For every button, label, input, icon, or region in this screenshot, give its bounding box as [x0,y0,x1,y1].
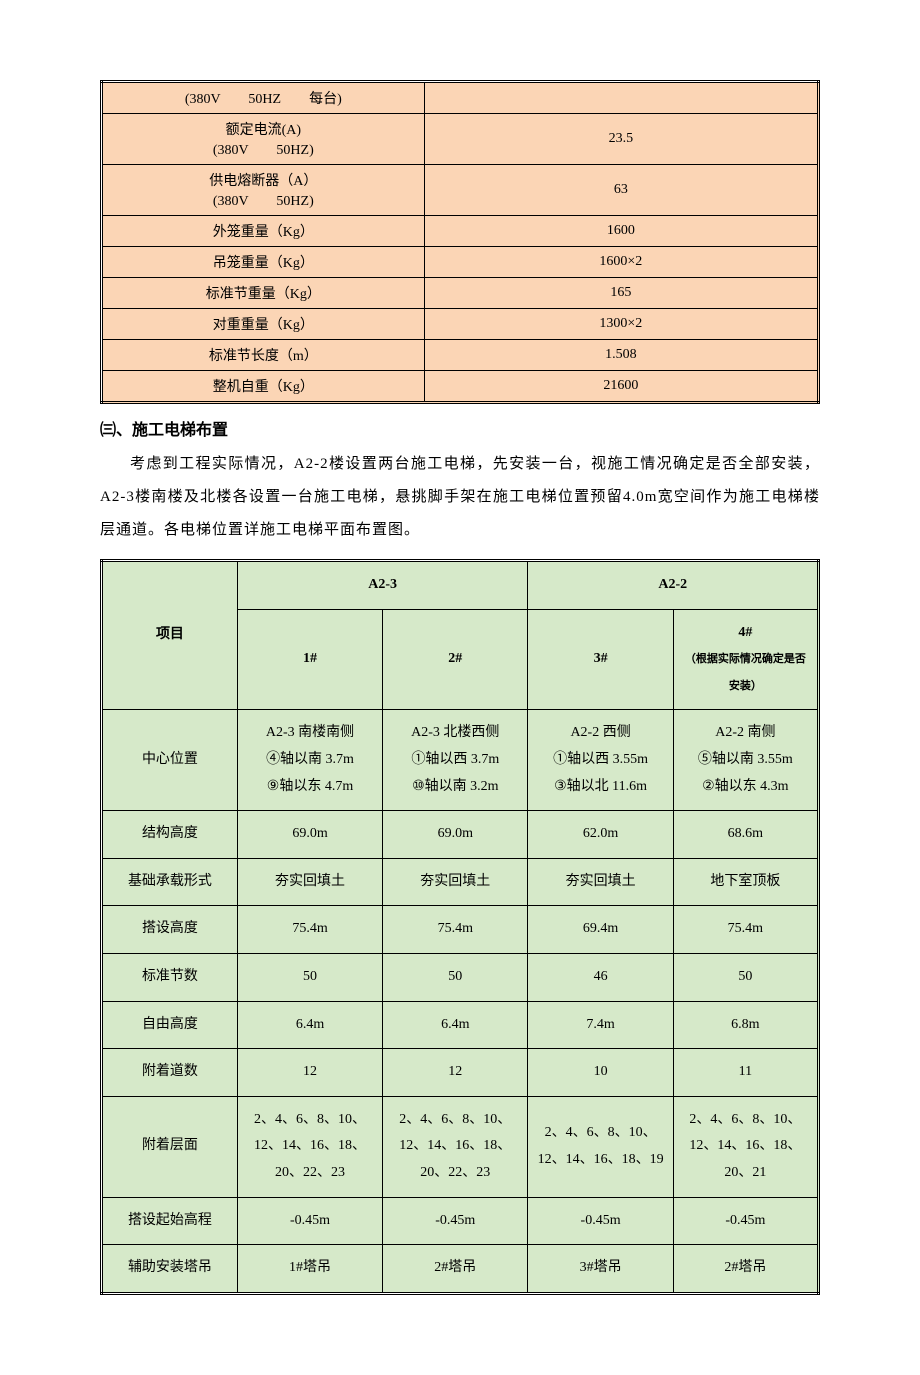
cell: 1#塔吊 [237,1245,382,1294]
cell: 2、4、6、8、10、12、14、16、18、19 [528,1096,673,1197]
spec-value [424,82,818,114]
cell: 12 [237,1049,382,1097]
spec-value: 23.5 [424,114,818,165]
cell: 50 [383,953,528,1001]
cell: 69.4m [528,906,673,954]
row-label: 标准节数 [102,953,238,1001]
cell: A2-3 南楼南侧 ④轴以南 3.7m ⑨轴以东 4.7m [237,710,382,811]
spec-value: 1600 [424,216,818,247]
row-label: 附着层面 [102,1096,238,1197]
table-row: 搭设起始高程 -0.45m -0.45m -0.45m -0.45m [102,1197,819,1245]
cell: 夯实回填土 [528,858,673,906]
table-row: 附着道数 12 12 10 11 [102,1049,819,1097]
cell: 75.4m [383,906,528,954]
header-col2: 2# [383,609,528,710]
spec-label: (380V 50HZ 每台) [102,82,425,114]
table-row: 结构高度 69.0m 69.0m 62.0m 68.6m [102,811,819,859]
cell: A2-2 南侧 ⑤轴以南 3.55m ②轴以东 4.3m [673,710,818,811]
table-header-row: 项目 A2-3 A2-2 [102,561,819,610]
spec-value: 1600×2 [424,247,818,278]
spec-value: 1.508 [424,340,818,371]
row-label: 辅助安装塔吊 [102,1245,238,1294]
spec-value: 165 [424,278,818,309]
cell: 夯实回填土 [383,858,528,906]
row-label: 附着道数 [102,1049,238,1097]
cell: A2-3 北楼西侧 ①轴以西 3.7m ⑩轴以南 3.2m [383,710,528,811]
spec-label: 标准节长度（m） [102,340,425,371]
table-row: 自由高度 6.4m 6.4m 7.4m 6.8m [102,1001,819,1049]
cell: 2、4、6、8、10、12、14、16、18、20、22、23 [383,1096,528,1197]
cell: -0.45m [673,1197,818,1245]
cell: 3#塔吊 [528,1245,673,1294]
spec-label: 供电熔断器（A） (380V 50HZ) [102,165,425,216]
table-row: 外笼重量（Kg） 1600 [102,216,819,247]
spec-label: 整机自重（Kg） [102,371,425,403]
cell: 6.4m [383,1001,528,1049]
row-label: 结构高度 [102,811,238,859]
table-row: 供电熔断器（A） (380V 50HZ) 63 [102,165,819,216]
cell: 2、4、6、8、10、12、14、16、18、20、22、23 [237,1096,382,1197]
cell: 62.0m [528,811,673,859]
cell: 地下室顶板 [673,858,818,906]
table-row: 标准节数 50 50 46 50 [102,953,819,1001]
spec-label: 外笼重量（Kg） [102,216,425,247]
row-label: 基础承载形式 [102,858,238,906]
specs-table: (380V 50HZ 每台) 额定电流(A) (380V 50HZ) 23.5 … [100,80,820,404]
row-label: 搭设起始高程 [102,1197,238,1245]
cell: 2#塔吊 [383,1245,528,1294]
spec-value: 1300×2 [424,309,818,340]
section-heading: ㈢、施工电梯布置 [100,416,820,440]
table-row: 对重重量（Kg） 1300×2 [102,309,819,340]
table-row: 标准节重量（Kg） 165 [102,278,819,309]
cell: 50 [237,953,382,1001]
header-col4: 4# （根据实际情况确定是否安装） [673,609,818,710]
cell: 75.4m [673,906,818,954]
table-row: 整机自重（Kg） 21600 [102,371,819,403]
table-row: 标准节长度（m） 1.508 [102,340,819,371]
cell: 10 [528,1049,673,1097]
row-label: 自由高度 [102,1001,238,1049]
cell: -0.45m [528,1197,673,1245]
header-group-a22: A2-2 [528,561,819,610]
table-row: 额定电流(A) (380V 50HZ) 23.5 [102,114,819,165]
cell: 11 [673,1049,818,1097]
cell: 6.4m [237,1001,382,1049]
spec-value: 63 [424,165,818,216]
cell: 50 [673,953,818,1001]
cell: 2#塔吊 [673,1245,818,1294]
header-col1: 1# [237,609,382,710]
table-row: 附着层面 2、4、6、8、10、12、14、16、18、20、22、23 2、4… [102,1096,819,1197]
spec-value: 21600 [424,371,818,403]
body-paragraph: 考虑到工程实际情况，A2-2楼设置两台施工电梯，先安装一台，视施工情况确定是否全… [100,448,820,547]
header-project: 项目 [102,561,238,710]
cell: 68.6m [673,811,818,859]
header-group-a23: A2-3 [237,561,528,610]
cell: 6.8m [673,1001,818,1049]
cell: -0.45m [237,1197,382,1245]
spec-label: 标准节重量（Kg） [102,278,425,309]
elevator-layout-table: 项目 A2-3 A2-2 1# 2# 3# 4# （根据实际情况确定是否安装） … [100,559,820,1295]
cell: 46 [528,953,673,1001]
cell: 12 [383,1049,528,1097]
cell: 69.0m [383,811,528,859]
header-col3: 3# [528,609,673,710]
spec-label: 额定电流(A) (380V 50HZ) [102,114,425,165]
cell: 75.4m [237,906,382,954]
cell: A2-2 西侧 ①轴以西 3.55m ③轴以北 11.6m [528,710,673,811]
cell: 2、4、6、8、10、12、14、16、18、20、21 [673,1096,818,1197]
cell: 7.4m [528,1001,673,1049]
cell: 69.0m [237,811,382,859]
table-row: 辅助安装塔吊 1#塔吊 2#塔吊 3#塔吊 2#塔吊 [102,1245,819,1294]
table-row: 吊笼重量（Kg） 1600×2 [102,247,819,278]
cell: -0.45m [383,1197,528,1245]
spec-label: 对重重量（Kg） [102,309,425,340]
table-row: 中心位置 A2-3 南楼南侧 ④轴以南 3.7m ⑨轴以东 4.7m A2-3 … [102,710,819,811]
row-label: 搭设高度 [102,906,238,954]
spec-label: 吊笼重量（Kg） [102,247,425,278]
table-row: 搭设高度 75.4m 75.4m 69.4m 75.4m [102,906,819,954]
table-row: (380V 50HZ 每台) [102,82,819,114]
cell: 夯实回填土 [237,858,382,906]
table-row: 基础承载形式 夯实回填土 夯实回填土 夯实回填土 地下室顶板 [102,858,819,906]
row-label: 中心位置 [102,710,238,811]
